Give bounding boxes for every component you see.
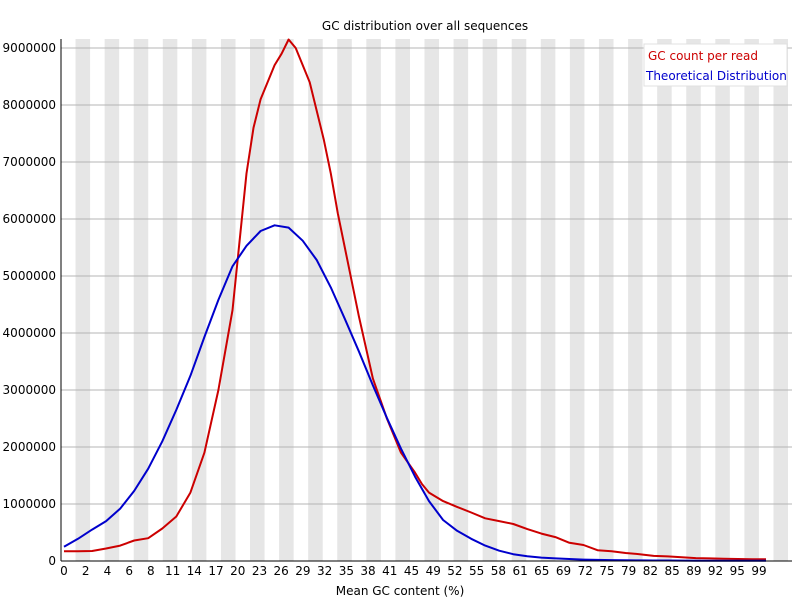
background-band (628, 39, 643, 561)
x-tick-label: 14 (187, 564, 202, 578)
y-tick-labels: 0 1000000 2000000 3000000 4000000 5000000 6000… (3, 41, 56, 568)
x-tick-label: 61 (512, 564, 527, 578)
background-band (191, 39, 207, 561)
x-tick-label: 99 (751, 564, 766, 578)
y-tick-label: 5000000 (3, 269, 56, 283)
x-tick-label: 95 (730, 564, 745, 578)
x-tick-label: 6 (125, 564, 133, 578)
x-tick-label: 11 (165, 564, 180, 578)
axes (60, 39, 792, 562)
x-tick-label: 0 (60, 564, 68, 578)
legend-box (643, 43, 788, 87)
x-tick-label: 32 (317, 564, 332, 578)
x-tick-label: 58 (491, 564, 506, 578)
x-axis-title: Mean GC content (%) (336, 584, 465, 598)
legend: GC count per read Theoretical Distributi… (643, 43, 788, 87)
x-tick-label: 2 (82, 564, 90, 578)
series-lines (63, 38, 767, 562)
background-band (279, 39, 294, 561)
x-tick-label: 82 (643, 564, 658, 578)
x-tick-labels: 0 2 4 6 8 11 14 17 20 23 26 29 32 35 38 41 45 49 52 55 58 61 6… (60, 564, 766, 578)
background-band (337, 39, 352, 561)
y-tick-label: 0 (48, 554, 56, 568)
background-band (657, 39, 672, 561)
y-tick-label: 3000000 (3, 383, 56, 397)
background-band (569, 39, 585, 561)
chart-title: GC distribution over all sequences (322, 19, 528, 33)
background-band (482, 39, 498, 561)
y-tick-label: 6000000 (3, 212, 56, 226)
background-band (598, 39, 614, 561)
background-band (715, 39, 730, 561)
background-bands (75, 39, 788, 561)
background-band (773, 39, 788, 561)
background-band (133, 39, 149, 561)
x-tick-label: 41 (382, 564, 397, 578)
y-tick-label: 9000000 (3, 41, 56, 55)
background-band (686, 39, 701, 561)
x-tick-label: 4 (104, 564, 112, 578)
background-band (75, 39, 91, 561)
background-band (366, 39, 381, 561)
x-tick-label: 52 (447, 564, 462, 578)
x-tick-label: 69 (556, 564, 571, 578)
x-tick-label: 85 (664, 564, 679, 578)
x-tick-label: 35 (339, 564, 354, 578)
background-band (744, 39, 759, 561)
x-tick-label: 49 (426, 564, 441, 578)
x-tick-label: 65 (534, 564, 549, 578)
x-tick-label: 92 (708, 564, 723, 578)
legend-label-theoretical: Theoretical Distribution (645, 69, 787, 83)
y-tick-label: 1000000 (3, 497, 56, 511)
y-tick-label: 8000000 (3, 98, 56, 112)
x-tick-label: 45 (404, 564, 419, 578)
x-tick-label: 8 (147, 564, 155, 578)
legend-label-gc-count: GC count per read (648, 49, 758, 63)
background-band (395, 39, 410, 561)
background-band (162, 39, 178, 561)
y-tick-label: 4000000 (3, 326, 56, 340)
x-tick-label: 38 (360, 564, 375, 578)
x-tick-label: 17 (208, 564, 223, 578)
x-tick-label: 89 (686, 564, 701, 578)
background-band (220, 39, 236, 561)
series-line-theoretical (63, 224, 766, 562)
background-band (308, 39, 323, 561)
x-tick-label: 20 (230, 564, 245, 578)
y-tick-label: 7000000 (3, 155, 56, 169)
x-tick-label: 79 (621, 564, 636, 578)
background-band (453, 39, 469, 561)
background-band (540, 39, 556, 561)
background-band (511, 39, 527, 561)
x-tick-label: 23 (252, 564, 267, 578)
x-tick-label: 26 (274, 564, 289, 578)
x-tick-label: 29 (295, 564, 310, 578)
x-tick-label: 55 (469, 564, 484, 578)
x-tick-label: 75 (599, 564, 614, 578)
background-band (104, 39, 120, 561)
x-tick-label: 72 (578, 564, 593, 578)
y-tick-label: 2000000 (3, 440, 56, 454)
background-band (424, 39, 440, 561)
background-band (250, 39, 265, 561)
